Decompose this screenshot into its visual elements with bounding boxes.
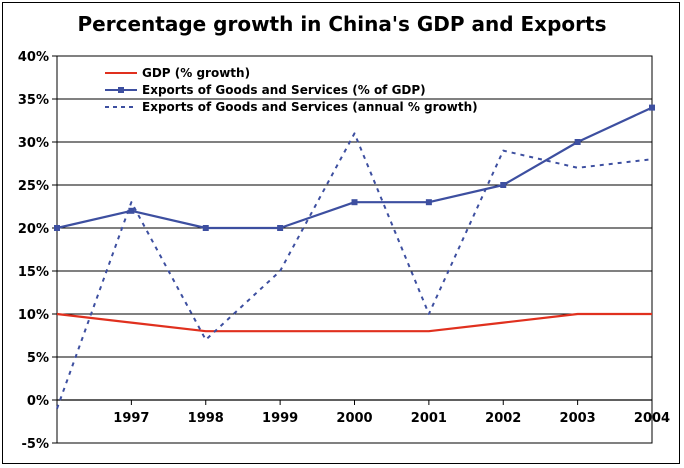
legend: GDP (% growth) Exports of Goods and Servi… bbox=[105, 66, 478, 114]
data-point-marker bbox=[128, 207, 135, 214]
y-tick-label: 25% bbox=[18, 179, 49, 194]
data-point-marker bbox=[574, 139, 581, 145]
data-point-marker bbox=[649, 104, 655, 111]
axes bbox=[52, 55, 653, 444]
series-lines bbox=[54, 104, 655, 409]
legend-marker bbox=[118, 87, 124, 93]
series-line-1 bbox=[56, 312, 652, 333]
chart-title: Percentage growth in China's GDP and Exp… bbox=[77, 12, 607, 36]
y-tick-label: 35% bbox=[18, 93, 49, 108]
y-tick-label: 20% bbox=[18, 222, 49, 237]
data-point-marker bbox=[351, 199, 358, 206]
y-tick-label: 5% bbox=[27, 351, 49, 366]
x-tick-label: 2004 bbox=[634, 411, 670, 426]
x-tick-labels: 1997 1998 1999 2000 2001 2002 2003 2004 bbox=[113, 411, 670, 426]
y-tick-label: 40% bbox=[18, 50, 49, 65]
x-tick-label: 1998 bbox=[188, 411, 224, 426]
data-point-marker bbox=[54, 225, 60, 231]
x-tick-label: 2001 bbox=[411, 411, 447, 426]
y-tick-label: 0% bbox=[27, 394, 49, 409]
data-point-marker bbox=[277, 225, 284, 231]
y-tick-label: 10% bbox=[18, 308, 49, 323]
x-tick-label: 2002 bbox=[485, 411, 521, 426]
y-tick-label: -5% bbox=[22, 437, 49, 452]
series-line-3 bbox=[56, 132, 653, 409]
legend-label-1: GDP (% growth) bbox=[142, 66, 250, 80]
y-tick-label: 15% bbox=[18, 265, 49, 280]
x-tick-label: 1997 bbox=[113, 411, 149, 426]
legend-label-2: Exports of Goods and Services (% of GDP) bbox=[142, 83, 426, 97]
x-tick-label: 2000 bbox=[336, 411, 372, 426]
chart-frame bbox=[2, 2, 680, 464]
x-tick-label: 2003 bbox=[560, 411, 596, 426]
x-tick-label: 1999 bbox=[262, 411, 298, 426]
plot-area-border bbox=[56, 55, 653, 444]
data-point-marker bbox=[500, 182, 507, 188]
series-line-2 bbox=[56, 106, 653, 230]
y-tick-labels: 40% 35% 30% 25% 20% 15% 10% 5% 0% -5% bbox=[18, 50, 49, 452]
gridlines bbox=[57, 55, 652, 444]
data-point-marker bbox=[425, 199, 432, 206]
legend-label-3: Exports of Goods and Services (annual % … bbox=[142, 100, 478, 114]
y-tick-label: 30% bbox=[18, 136, 49, 151]
data-point-marker bbox=[202, 225, 209, 231]
